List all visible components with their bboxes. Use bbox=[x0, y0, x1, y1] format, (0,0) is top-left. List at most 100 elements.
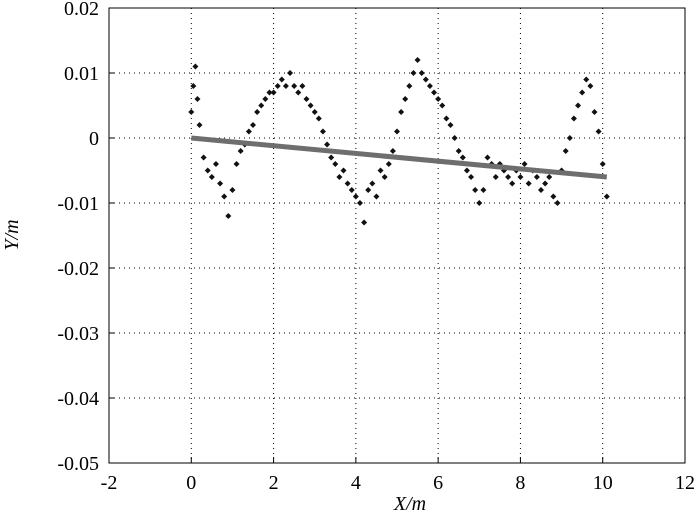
scatter-point bbox=[603, 193, 610, 200]
scatter-point bbox=[455, 148, 462, 154]
scatter-point bbox=[208, 174, 215, 180]
scatter-point bbox=[229, 187, 236, 193]
scatter-point bbox=[291, 83, 298, 89]
plot-frame bbox=[108, 7, 686, 464]
scatter-point bbox=[468, 174, 475, 180]
scatter-point bbox=[566, 135, 573, 141]
scatter-point bbox=[575, 102, 582, 109]
scatter-point bbox=[332, 161, 339, 167]
y-tick-label: -0.03 bbox=[57, 323, 99, 345]
scatter-point bbox=[311, 109, 318, 115]
scatter-point bbox=[299, 83, 306, 89]
scatter-point bbox=[365, 187, 372, 193]
scatter-point bbox=[579, 89, 586, 96]
scatter-point bbox=[418, 70, 425, 76]
scatter-point bbox=[315, 115, 322, 122]
scatter-point bbox=[192, 63, 199, 70]
scatter-point bbox=[270, 89, 277, 96]
scatter-point bbox=[591, 109, 598, 115]
scatter-point bbox=[385, 161, 392, 167]
scatter-point bbox=[538, 187, 544, 193]
scatter-point bbox=[414, 57, 421, 63]
scatter-point bbox=[554, 200, 561, 206]
scatter-point bbox=[587, 83, 594, 89]
scatter-point bbox=[521, 161, 528, 167]
x-axis-label: X/m bbox=[393, 493, 426, 515]
scatter-point bbox=[212, 161, 219, 167]
scatter-point bbox=[426, 83, 433, 89]
scatter-point bbox=[245, 128, 252, 135]
y-tick-label: -0.04 bbox=[57, 388, 99, 410]
x-tick-label: 2 bbox=[269, 472, 279, 494]
scatter-point bbox=[319, 128, 326, 135]
scatter-point bbox=[525, 180, 532, 187]
scatter-point bbox=[303, 96, 310, 102]
scatter-point bbox=[262, 96, 269, 102]
y-tick-label: 0 bbox=[89, 128, 99, 150]
scatter-point bbox=[266, 89, 273, 96]
scatter-point bbox=[287, 70, 294, 76]
scatter-point bbox=[542, 180, 549, 187]
scatter-point bbox=[410, 70, 417, 76]
scatter-point bbox=[344, 180, 351, 187]
scatter-point bbox=[459, 154, 466, 161]
scatter-point bbox=[282, 83, 289, 89]
y-axis-label: Y/m bbox=[1, 219, 23, 250]
scatter-point bbox=[348, 187, 355, 193]
scatter-point bbox=[328, 154, 335, 161]
scatter-point bbox=[254, 109, 261, 115]
scatter-point bbox=[278, 76, 285, 83]
scatter-point bbox=[336, 174, 343, 180]
scatter-point bbox=[307, 102, 314, 109]
fit-line bbox=[191, 135, 608, 180]
scatter-point bbox=[340, 167, 347, 174]
scatter-point bbox=[546, 174, 553, 180]
scatter-point bbox=[381, 174, 388, 180]
scatter-point bbox=[431, 89, 438, 96]
scatter-point bbox=[583, 76, 590, 83]
scatter-point bbox=[492, 174, 499, 180]
scatter-point bbox=[204, 167, 211, 174]
scatter-point bbox=[190, 83, 197, 89]
scatter-point bbox=[250, 122, 256, 128]
scatter-point bbox=[422, 76, 429, 83]
scatter-point bbox=[443, 115, 450, 122]
scatter-point bbox=[406, 83, 413, 89]
x-tick-label: 10 bbox=[593, 472, 613, 494]
x-tick-label: 12 bbox=[675, 472, 695, 494]
scatter-point bbox=[595, 128, 602, 135]
scatter-point bbox=[509, 180, 516, 187]
x-tick-label: 0 bbox=[186, 472, 196, 494]
scatter-point bbox=[194, 96, 201, 102]
scatter-point bbox=[550, 193, 557, 200]
scatter-point bbox=[377, 167, 384, 174]
scatter-point bbox=[447, 122, 454, 128]
scatter-point bbox=[389, 148, 396, 154]
scatter-point bbox=[221, 193, 228, 200]
x-tick-label: 8 bbox=[515, 472, 525, 494]
scatter-point bbox=[451, 135, 458, 141]
scatter-point bbox=[361, 219, 368, 226]
scatter-point bbox=[373, 193, 380, 200]
scatter-point bbox=[463, 167, 470, 174]
scatter-point bbox=[398, 109, 405, 115]
scatter-point bbox=[517, 174, 524, 180]
y-tick-label: -0.05 bbox=[57, 453, 99, 475]
scatter-point bbox=[439, 102, 446, 109]
scatter-point bbox=[472, 187, 479, 193]
scatter-point bbox=[356, 200, 363, 206]
scatter-point bbox=[324, 141, 331, 148]
scatter-point bbox=[402, 96, 409, 102]
y-tick-label: -0.01 bbox=[57, 193, 99, 215]
scatter-point bbox=[533, 174, 540, 180]
scatter-point bbox=[505, 174, 512, 180]
scatter-point bbox=[274, 83, 281, 89]
scatter-point bbox=[369, 180, 376, 187]
y-tick-label: 0.02 bbox=[64, 0, 99, 20]
x-tick-label: 6 bbox=[433, 472, 443, 494]
scatter-point bbox=[394, 128, 400, 135]
scatter-point bbox=[295, 89, 302, 96]
scatter-point bbox=[217, 180, 224, 187]
x-tick-label: 4 bbox=[351, 472, 361, 494]
